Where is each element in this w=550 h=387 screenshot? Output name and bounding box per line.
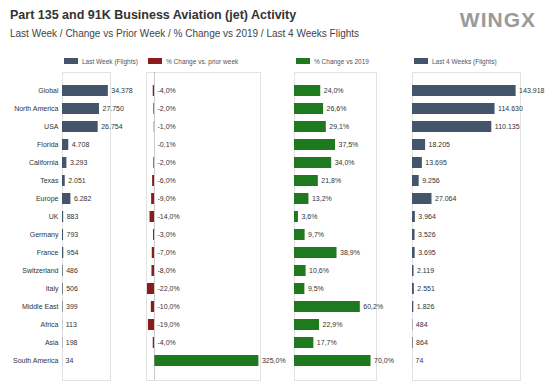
svg-text:-9,0%: -9,0% xyxy=(158,195,176,202)
svg-text:325,0%: 325,0% xyxy=(262,357,286,364)
svg-text:2.051: 2.051 xyxy=(68,177,86,184)
svg-text:21,8%: 21,8% xyxy=(321,177,341,184)
svg-text:4.708: 4.708 xyxy=(72,141,90,148)
svg-text:24,0%: 24,0% xyxy=(324,87,344,94)
svg-text:29,1%: 29,1% xyxy=(329,123,349,130)
svg-text:3.695: 3.695 xyxy=(418,249,436,256)
svg-text:3,6%: 3,6% xyxy=(301,213,317,220)
svg-text:864: 864 xyxy=(416,339,428,346)
svg-text:9.256: 9.256 xyxy=(422,177,440,184)
svg-text:13,2%: 13,2% xyxy=(312,195,332,202)
svg-text:-1,0%: -1,0% xyxy=(158,123,176,130)
svg-text:399: 399 xyxy=(66,303,78,310)
svg-text:74: 74 xyxy=(416,357,424,364)
svg-text:-7,0%: -7,0% xyxy=(158,249,176,256)
svg-text:-22,0%: -22,0% xyxy=(158,285,180,292)
svg-text:110.135: 110.135 xyxy=(495,123,520,130)
svg-text:UK: UK xyxy=(49,213,59,220)
html-text:Part 135 and 91K Business Avia: Part 135 and 91K Business Aviation (jet)… xyxy=(10,8,297,22)
svg-text:60,2%: 60,2% xyxy=(363,303,383,310)
svg-text:1.826: 1.826 xyxy=(417,303,435,310)
svg-text:USA: USA xyxy=(44,123,59,130)
svg-text:2.551: 2.551 xyxy=(417,285,435,292)
svg-text:-4,0%: -4,0% xyxy=(158,339,176,346)
svg-text:113: 113 xyxy=(66,321,77,328)
svg-text:-3,0%: -3,0% xyxy=(158,231,176,238)
svg-text:34,0%: 34,0% xyxy=(335,159,355,166)
svg-text:Asia: Asia xyxy=(45,339,59,346)
svg-text:6.282: 6.282 xyxy=(74,195,92,202)
svg-text:38,9%: 38,9% xyxy=(340,249,360,256)
svg-text:Italy: Italy xyxy=(46,285,59,293)
svg-text:California: California xyxy=(29,159,59,166)
svg-text:3.293: 3.293 xyxy=(70,159,88,166)
svg-text:Switzerland: Switzerland xyxy=(22,267,58,274)
svg-text:9,5%: 9,5% xyxy=(308,285,324,292)
svg-text:27.064: 27.064 xyxy=(435,195,457,202)
svg-text:27.750: 27.750 xyxy=(103,105,125,112)
svg-text:34.378: 34.378 xyxy=(111,87,133,94)
svg-text:506: 506 xyxy=(66,285,78,292)
svg-text:883: 883 xyxy=(67,213,79,220)
svg-text:Africa: Africa xyxy=(41,321,59,328)
svg-text:-19,0%: -19,0% xyxy=(158,321,180,328)
html-text:% Change vs 2019: % Change vs 2019 xyxy=(314,57,369,65)
svg-text:198: 198 xyxy=(66,339,78,346)
svg-text:-14,0%: -14,0% xyxy=(158,213,180,220)
svg-text:Texas: Texas xyxy=(40,177,59,184)
svg-text:-8,0%: -8,0% xyxy=(158,267,176,274)
svg-text:3.526: 3.526 xyxy=(418,231,436,238)
svg-text:70,0%: 70,0% xyxy=(374,357,394,364)
svg-text:Florida: Florida xyxy=(37,141,59,148)
svg-text:-6,0%: -6,0% xyxy=(158,177,176,184)
html-text:% Change vs. prior week: % Change vs. prior week xyxy=(166,57,239,65)
svg-text:484: 484 xyxy=(416,321,428,328)
html-text:Last 4 Weeks (Flights): Last 4 Weeks (Flights) xyxy=(432,57,497,65)
svg-text:9,7%: 9,7% xyxy=(308,231,324,238)
svg-text:486: 486 xyxy=(66,267,78,274)
svg-text:-0,1%: -0,1% xyxy=(158,141,176,148)
svg-text:2.119: 2.119 xyxy=(417,267,434,274)
svg-text:Germany: Germany xyxy=(30,231,59,239)
html-text:Last Week (Flights): Last Week (Flights) xyxy=(82,57,138,65)
html-text:WINGX: WINGX xyxy=(459,8,536,31)
svg-text:3.964: 3.964 xyxy=(418,213,436,220)
svg-text:-4,0%: -4,0% xyxy=(158,87,176,94)
svg-text:114.630: 114.630 xyxy=(498,105,523,112)
svg-text:-10,0%: -10,0% xyxy=(158,303,180,310)
svg-text:South America: South America xyxy=(13,357,59,364)
svg-text:143.918: 143.918 xyxy=(519,87,544,94)
svg-text:North America: North America xyxy=(14,105,58,112)
svg-text:793: 793 xyxy=(67,231,79,238)
svg-text:26.754: 26.754 xyxy=(101,123,123,130)
svg-text:France: France xyxy=(37,249,59,256)
svg-text:13.695: 13.695 xyxy=(425,159,447,166)
svg-text:26,6%: 26,6% xyxy=(327,105,347,112)
html-text:Last Week / Change vs Prior We: Last Week / Change vs Prior Week / % Cha… xyxy=(10,28,360,39)
svg-text:954: 954 xyxy=(67,249,79,256)
svg-text:17,7%: 17,7% xyxy=(317,339,337,346)
svg-text:-2,0%: -2,0% xyxy=(158,159,176,166)
svg-text:Middle East: Middle East xyxy=(22,303,59,310)
svg-text:34: 34 xyxy=(66,357,74,364)
svg-text:Global: Global xyxy=(38,87,59,94)
svg-text:Europe: Europe xyxy=(36,195,59,203)
svg-text:10,6%: 10,6% xyxy=(309,267,329,274)
svg-text:22,9%: 22,9% xyxy=(323,321,343,328)
svg-text:37,5%: 37,5% xyxy=(339,141,359,148)
svg-text:18.205: 18.205 xyxy=(429,141,451,148)
svg-text:-2,0%: -2,0% xyxy=(158,105,176,112)
